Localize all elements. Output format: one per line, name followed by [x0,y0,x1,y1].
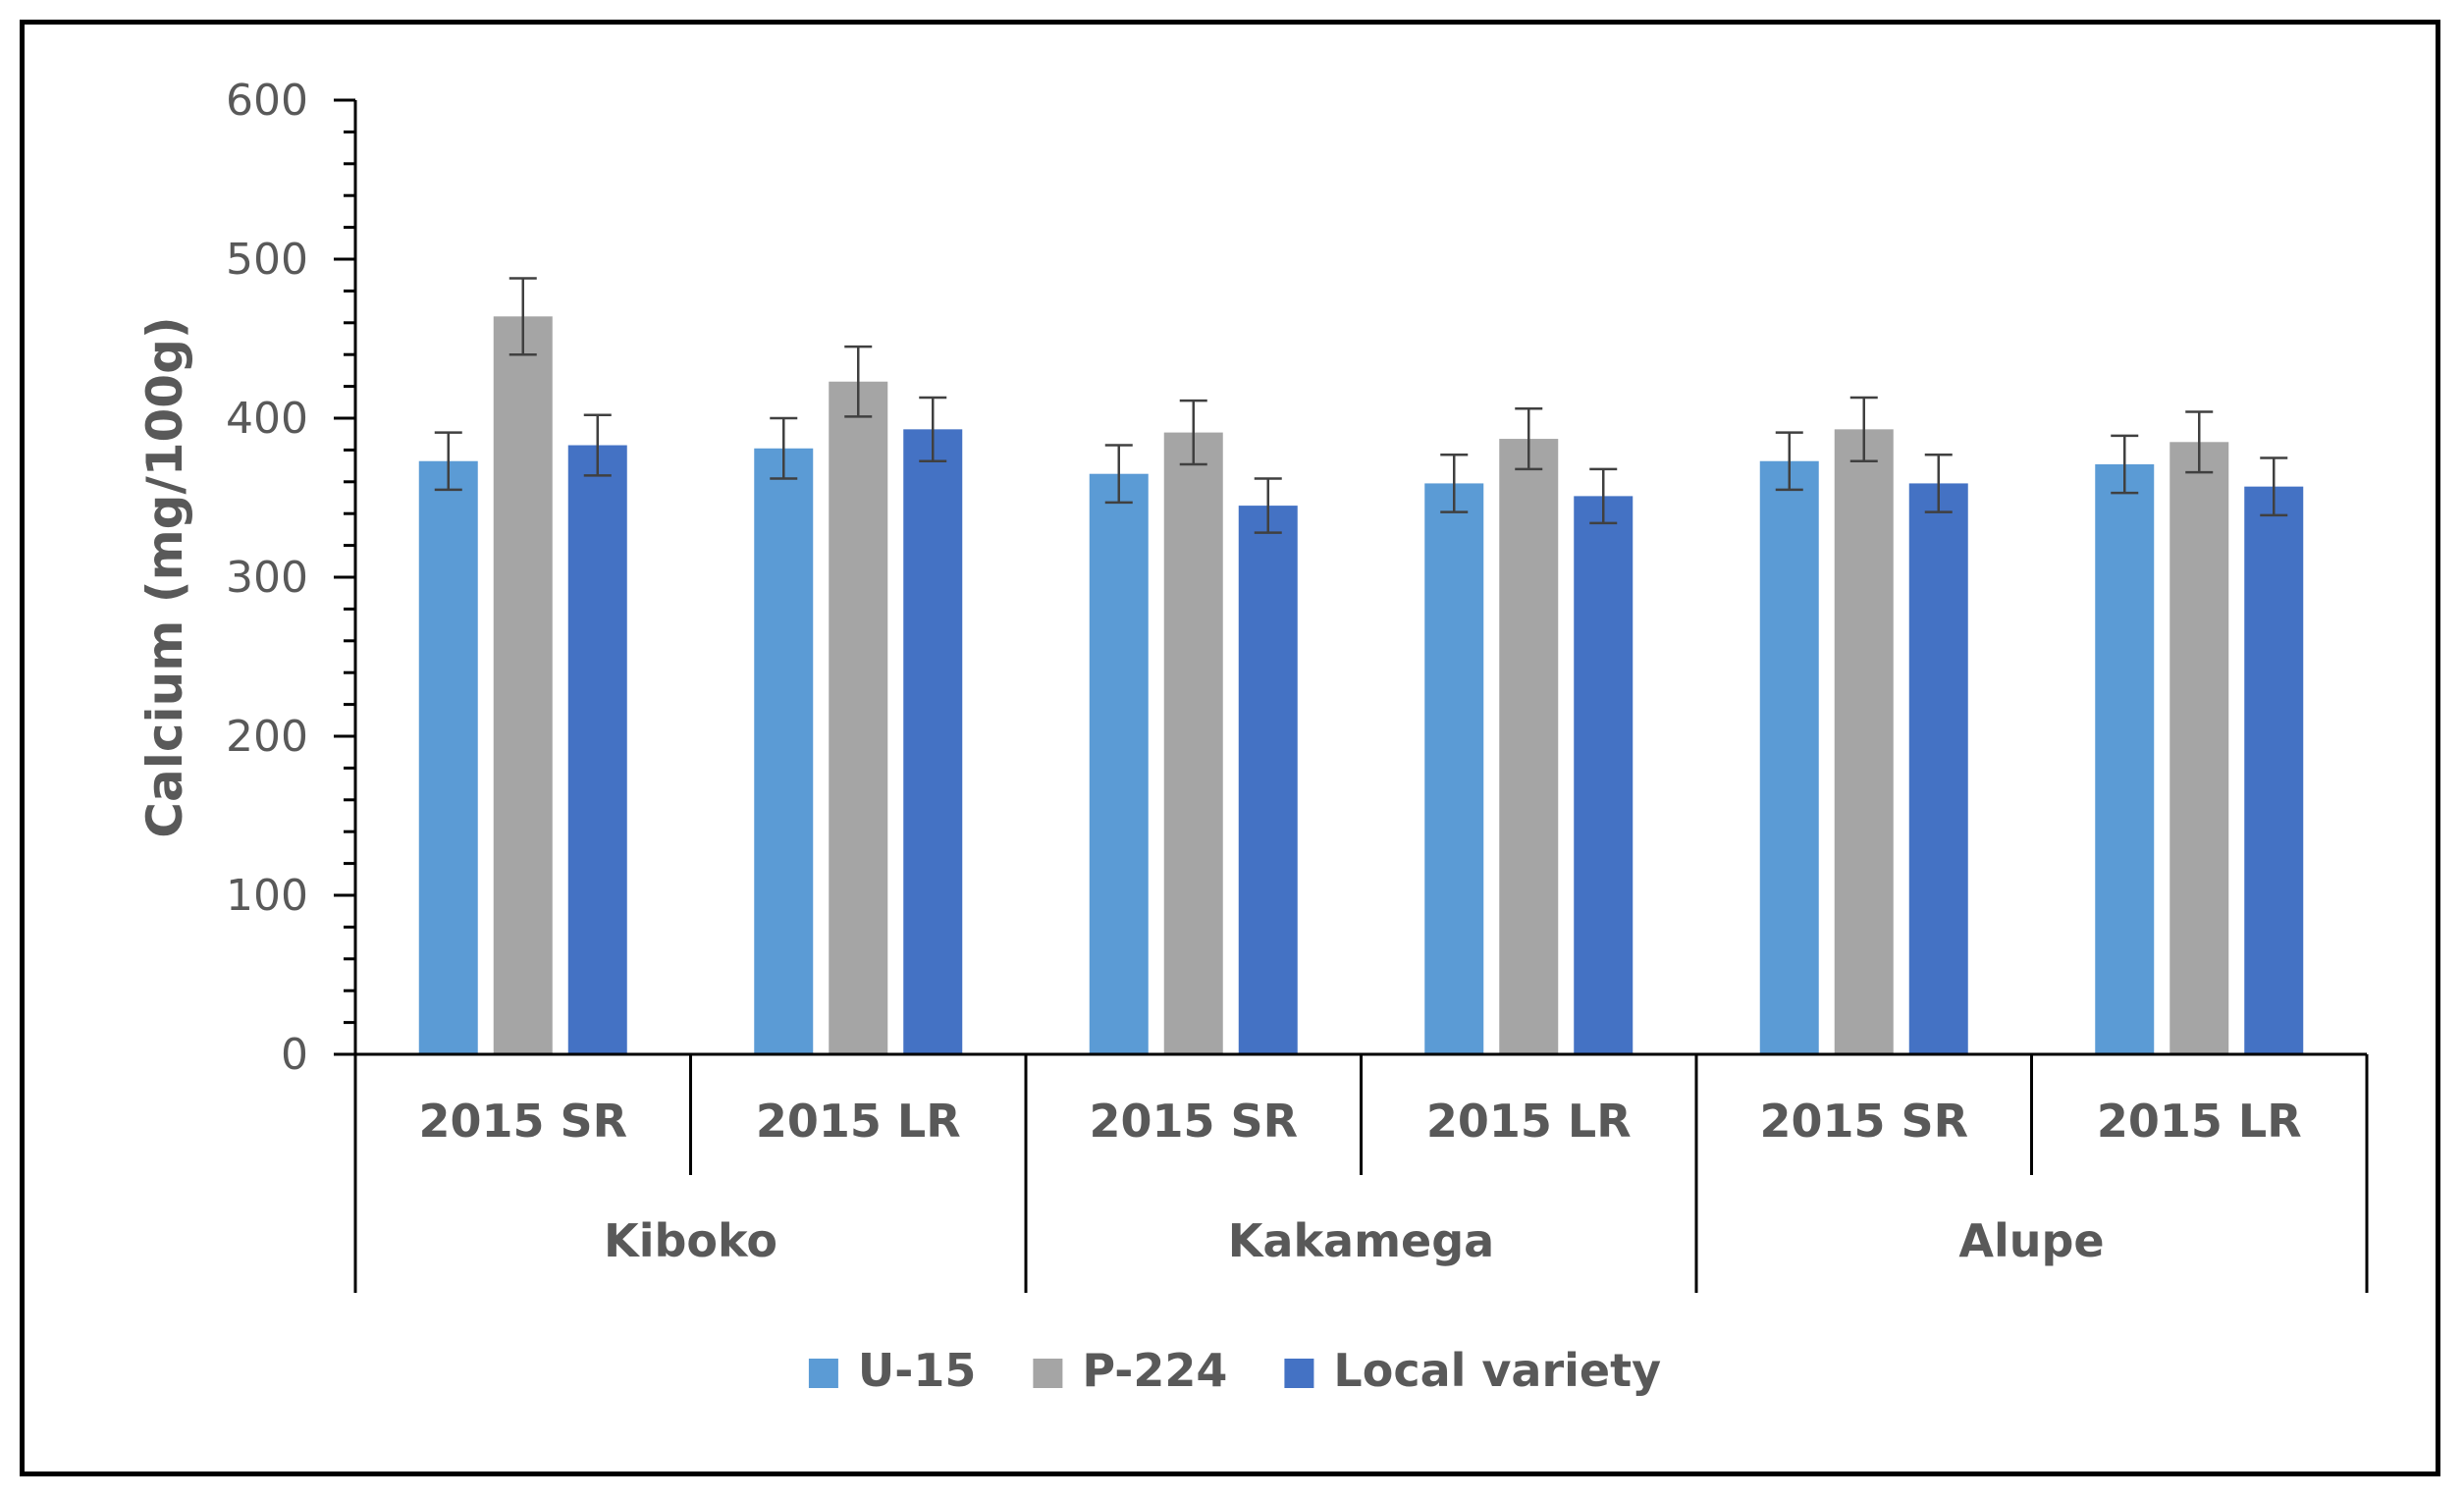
error-bar [509,277,537,356]
legend: U-15 P-224 Local variety [808,1344,1661,1397]
y-tick-label: 100 [226,871,308,921]
chart-frame: 0 100 200 300 400 500 600 2015 SR 2015 LR 2015 S… [20,20,2440,1476]
x-group-label: Kakamega [1228,1214,1494,1267]
y-tick-label: 300 [226,553,308,603]
y-tick-label: 500 [226,235,308,285]
error-bar [1775,431,1803,492]
error-bar [1179,399,1207,466]
error-bar [1849,396,1878,462]
error-bar [1589,467,1618,525]
bar-u-15 [1424,483,1484,1054]
bar-local-variety [1574,496,1634,1054]
bar-p-224 [2169,442,2229,1054]
bar-u-15 [754,448,814,1054]
bar-local-variety [903,429,963,1055]
bar-u-15 [418,460,478,1054]
error-bar [1924,454,1953,513]
bar-p-224 [1499,439,1559,1054]
bars-layer [418,277,2304,1055]
bar-u-15 [2095,463,2155,1055]
error-bar [1515,407,1543,471]
bar-local-variety [567,445,627,1054]
legend-item: P-224 [1033,1344,1227,1397]
x-category-label: 2015 LR [2097,1095,2302,1148]
y-axis-title: Calcium (mg/100g) [136,316,193,837]
x-category-label: 2015 LR [756,1095,961,1148]
bar-p-224 [1163,432,1223,1055]
x-group-label: Kiboko [604,1214,777,1267]
error-bar [1440,454,1469,513]
x-group-label: Alupe [1958,1214,2104,1267]
bar-local-variety [1908,483,1968,1054]
bar-u-15 [1089,473,1149,1054]
error-bar [2185,410,2214,474]
error-bar [2260,456,2288,517]
x-category-label: 2015 SR [1089,1095,1298,1148]
bar-p-224 [829,381,888,1054]
bar-local-variety [1238,506,1298,1054]
y-tick-label: 600 [226,76,308,126]
y-axis: 0 100 200 300 400 500 600 [226,76,357,1080]
error-bar [2111,434,2139,495]
error-bar [770,416,798,480]
legend-item: Local variety [1284,1344,1661,1397]
bar-p-224 [493,316,553,1054]
legend-label: P-224 [1082,1344,1227,1397]
error-bar [434,431,462,492]
error-bar [1254,477,1282,534]
x-category-label: 2015 SR [1759,1095,1968,1148]
x-category-label: 2015 LR [1426,1095,1632,1148]
bar-u-15 [1759,460,1819,1054]
error-bar [583,413,612,477]
legend-item: U-15 [808,1344,976,1397]
y-tick-label: 0 [281,1030,308,1080]
error-bar [919,396,947,462]
legend-swatch [1033,1359,1063,1388]
x-axis: 2015 SR 2015 LR 2015 SR 2015 LR 2015 SR 2015 … [353,1052,2369,1293]
error-bar [844,345,873,418]
bar-p-224 [1834,429,1894,1055]
y-tick-label: 200 [226,712,308,762]
bar-local-variety [2244,486,2304,1054]
legend-swatch [808,1359,838,1388]
legend-label: U-15 [858,1344,976,1397]
legend-label: Local variety [1333,1344,1661,1397]
legend-swatch [1284,1359,1314,1388]
y-tick-label: 400 [226,394,308,444]
x-category-label: 2015 SR [418,1095,627,1148]
error-bar [1104,444,1133,505]
